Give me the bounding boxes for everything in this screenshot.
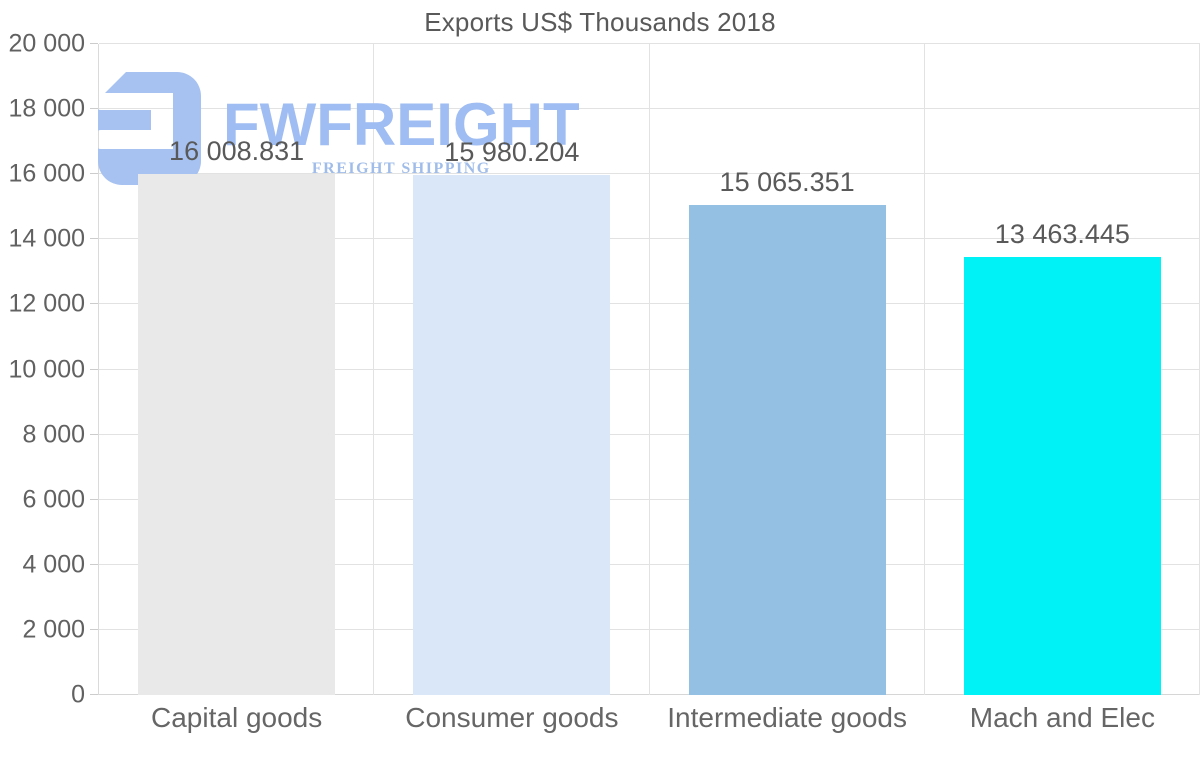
bar-mach-and-elec xyxy=(963,256,1161,695)
x-category-label: Mach and Elec xyxy=(969,702,1155,733)
bar-slot: 15 980.204 Consumer goods xyxy=(374,44,649,732)
bar-capital-goods xyxy=(138,173,336,695)
y-axis-label: 8 000 xyxy=(22,420,85,449)
gridline-vertical xyxy=(373,44,375,695)
y-axis-tick xyxy=(90,694,98,695)
gridline-vertical xyxy=(648,44,650,695)
y-axis-tick xyxy=(90,43,98,44)
y-axis-tick xyxy=(90,563,98,565)
y-axis-tick xyxy=(90,368,98,370)
y-axis-tick xyxy=(90,498,98,500)
bar-intermediate-goods xyxy=(688,204,886,695)
gridline-horizontal xyxy=(99,303,1200,305)
watermark: FWFREIGHT FREIGHT SHIPPING xyxy=(98,72,580,185)
plot-area: FWFREIGHT FREIGHT SHIPPING 16 008.831 Cap… xyxy=(98,43,1200,733)
y-axis-label: 20 000 xyxy=(8,29,85,58)
y-axis-label: 10 000 xyxy=(8,355,85,383)
watermark-text: FWFREIGHT FREIGHT SHIPPING xyxy=(223,72,580,177)
gridline-horizontal xyxy=(99,563,1200,565)
x-category-label: Capital goods xyxy=(151,702,323,733)
y-axis-tick xyxy=(90,628,98,630)
y-axis: 0 2 000 4 000 6 000 8 000 10 000 12 000 14 000 1… xyxy=(0,31,98,707)
y-axis-label: 18 000 xyxy=(8,94,85,123)
y-axis-label: 14 000 xyxy=(8,224,85,253)
bar-value-label: 15 065.351 xyxy=(719,166,855,197)
y-axis-tick xyxy=(90,303,98,305)
gridline-horizontal xyxy=(99,628,1200,630)
gridline-horizontal xyxy=(99,498,1200,500)
bar-consumer-goods xyxy=(413,174,611,695)
y-axis-label: 2 000 xyxy=(22,615,85,644)
gridline-horizontal xyxy=(99,238,1200,240)
x-category-label: Consumer goods xyxy=(405,702,619,733)
y-axis-label: 0 xyxy=(71,680,85,709)
fwfreight-logo-icon xyxy=(98,72,201,185)
y-axis-tick xyxy=(90,433,98,435)
gridline-horizontal xyxy=(99,368,1200,370)
gridline-horizontal xyxy=(99,173,1200,175)
bar-value-label: 13 463.445 xyxy=(994,218,1130,249)
gridline-vertical xyxy=(923,44,925,695)
x-category-label: Intermediate goods xyxy=(667,702,907,733)
bar-value-label: 15 980.204 xyxy=(444,136,580,167)
chart-title: Exports US$ Thousands 2018 xyxy=(424,7,776,37)
y-axis-label: 16 000 xyxy=(8,159,85,188)
watermark-tagline: FREIGHT SHIPPING xyxy=(311,160,491,177)
y-axis-tick xyxy=(90,108,98,110)
y-axis-tick xyxy=(90,173,98,175)
gridline-horizontal xyxy=(99,108,1200,110)
gridline-horizontal xyxy=(99,694,1200,695)
bar-slot: 13 463.445 Mach and Elec xyxy=(925,44,1200,733)
y-axis-label: 6 000 xyxy=(22,485,85,514)
gridline-horizontal xyxy=(99,433,1200,435)
bar-slot: 16 008.831 Capital goods xyxy=(99,44,374,733)
y-axis-label: 4 000 xyxy=(22,550,85,579)
y-axis-tick xyxy=(90,238,98,240)
bar-slot: 15 065.351 Intermediate goods xyxy=(650,44,925,733)
watermark-brand: FWFREIGHT xyxy=(223,91,580,158)
y-axis-label: 12 000 xyxy=(8,289,85,318)
gridline-horizontal xyxy=(99,43,1200,44)
bar-value-label: 16 008.831 xyxy=(169,135,305,166)
